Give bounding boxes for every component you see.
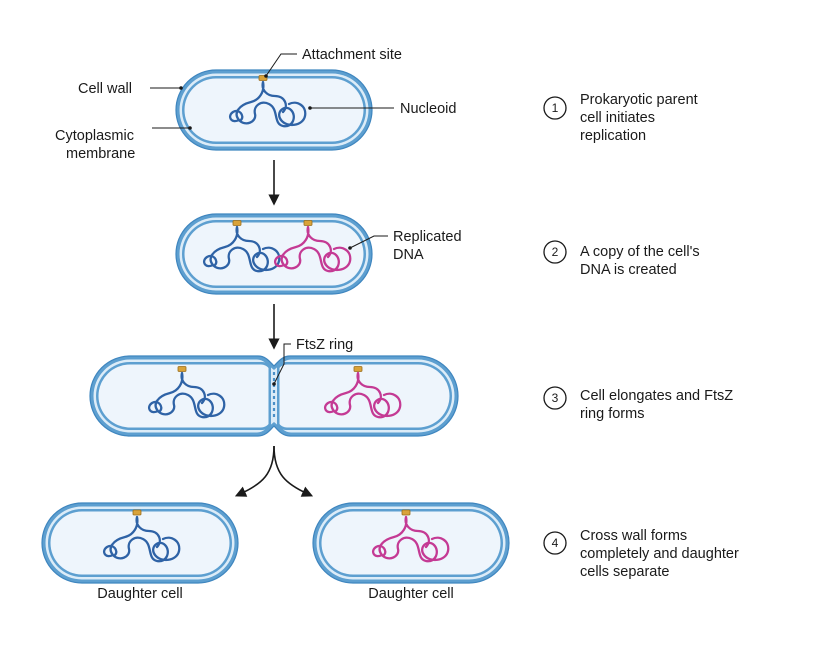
attachment-site	[401, 509, 411, 516]
label-replicated-dna: Replicated DNA	[348, 229, 462, 263]
daughter-cell-right	[312, 502, 510, 584]
svg-text:ring forms: ring forms	[580, 406, 644, 422]
step-3-badge	[543, 386, 567, 410]
svg-text:3: 3	[552, 391, 559, 405]
svg-text:replication: replication	[580, 128, 646, 144]
svg-text:Prokaryotic parent: Prokaryotic parent	[580, 92, 698, 108]
svg-text:Replicated: Replicated	[393, 229, 462, 245]
svg-text:cell initiates: cell initiates	[580, 110, 655, 126]
daughter-cell-left	[41, 502, 239, 584]
attachment-site-right	[353, 366, 363, 372]
label-attachment-site: Attachment site	[264, 47, 402, 78]
label-nucleoid: Nucleoid	[308, 101, 456, 117]
parent-cell	[175, 69, 373, 151]
svg-text:Nucleoid: Nucleoid	[400, 101, 456, 117]
svg-text:1: 1	[552, 101, 559, 115]
label-cell-wall: Cell wall	[78, 81, 183, 97]
step-2-badge	[543, 240, 567, 264]
svg-text:completely and daughter: completely and daughter	[580, 546, 739, 562]
attachment-site-left	[232, 220, 242, 226]
arrow-step-3-to-4	[234, 445, 314, 497]
elongated-cell	[89, 355, 459, 437]
attachment-site-left	[177, 366, 187, 372]
svg-text:Cytoplasmic: Cytoplasmic	[55, 128, 134, 144]
svg-text:4: 4	[552, 536, 559, 550]
attachment-site-right	[303, 220, 313, 226]
svg-text:Cross wall forms: Cross wall forms	[580, 528, 687, 544]
daughter-cell-right-label: Daughter cell	[368, 586, 453, 602]
attachment-site	[132, 509, 142, 516]
label-cytoplasmic-membrane: Cytoplasmic membrane	[55, 126, 192, 162]
step-1: 1 Prokaryotic parent cell initiates repl…	[543, 92, 698, 144]
svg-text:cells separate: cells separate	[580, 564, 669, 580]
svg-text:FtsZ ring: FtsZ ring	[296, 337, 353, 353]
daughter-cell-left-label: Daughter cell	[97, 586, 182, 602]
svg-text:A copy of the cell's: A copy of the cell's	[580, 244, 700, 260]
svg-text:DNA is created: DNA is created	[580, 262, 677, 278]
replicating-cell	[175, 213, 373, 295]
step-1-badge	[543, 96, 567, 120]
svg-text:membrane: membrane	[66, 146, 135, 162]
svg-text:Attachment site: Attachment site	[302, 47, 402, 63]
svg-text:Cell wall: Cell wall	[78, 81, 132, 97]
label-ftsz-ring: FtsZ ring	[272, 337, 353, 386]
svg-text:DNA: DNA	[393, 247, 424, 263]
step-4: 4 Cross wall forms completely and daught…	[543, 528, 739, 580]
svg-text:Cell elongates and FtsZ: Cell elongates and FtsZ	[580, 388, 733, 404]
step-4-badge	[543, 531, 567, 555]
svg-text:2: 2	[552, 245, 559, 259]
step-2: 2 A copy of the cell's DNA is created	[543, 240, 700, 278]
step-3: 3 Cell elongates and FtsZ ring forms	[543, 386, 733, 422]
